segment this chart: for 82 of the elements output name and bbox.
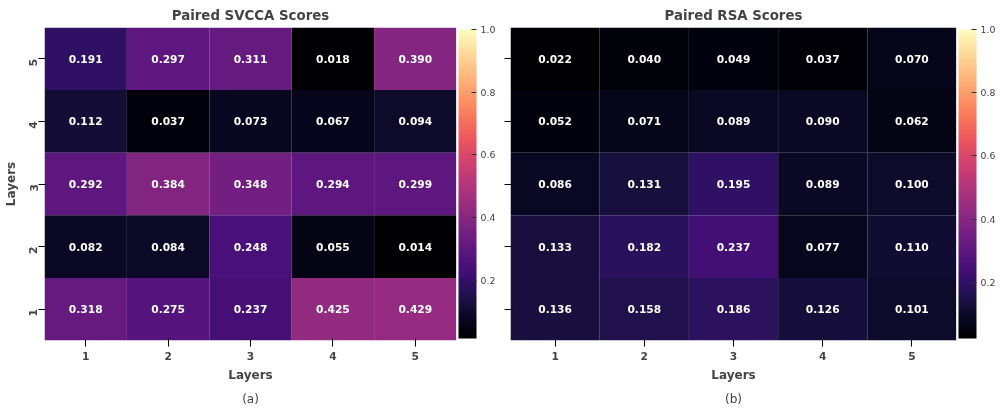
x-tick-label: 5 xyxy=(908,349,916,363)
y-tick-label: 4 xyxy=(27,121,41,129)
data-label: 0.077 xyxy=(805,240,840,254)
data-label: 0.126 xyxy=(805,303,840,317)
chart-title: Paired RSA Scores xyxy=(664,7,803,23)
data-label: 0.110 xyxy=(895,240,929,254)
x-tick-label: 3 xyxy=(729,349,738,363)
data-label: 0.071 xyxy=(627,115,662,129)
data-label: 0.425 xyxy=(316,303,350,317)
color-bar-label: 0.6 xyxy=(480,149,496,161)
data-label: 0.100 xyxy=(895,178,929,191)
data-label: 0.112 xyxy=(68,115,103,129)
data-label: 0.275 xyxy=(151,303,185,317)
color-bar-label: 1.0 xyxy=(480,24,496,35)
y-axis-title: Layers xyxy=(3,161,18,207)
color-bar-label: 1.0 xyxy=(980,24,996,35)
text: (b) xyxy=(725,391,742,406)
data-label: 0.049 xyxy=(716,52,751,66)
data-label: 0.429 xyxy=(398,303,433,317)
data-label: 0.073 xyxy=(233,115,268,129)
data-label: 0.191 xyxy=(68,52,103,66)
data-label: 0.101 xyxy=(895,303,929,317)
data-label: 0.311 xyxy=(233,52,268,66)
data-label: 0.022 xyxy=(538,52,572,66)
data-label: 0.248 xyxy=(233,240,268,254)
data-label: 0.086 xyxy=(538,178,572,191)
data-label: 0.133 xyxy=(538,240,572,254)
data-label: 0.131 xyxy=(627,178,662,191)
x-axis-title: Layers xyxy=(228,367,273,382)
data-label: 0.062 xyxy=(895,115,929,129)
chart-title: Paired SVCCA Scores xyxy=(171,7,330,23)
text: (a) xyxy=(242,391,259,406)
data-label: 0.055 xyxy=(316,240,350,254)
x-tick-label: 2 xyxy=(164,349,172,363)
data-label: 0.090 xyxy=(805,115,840,129)
data-label: 0.294 xyxy=(316,178,350,191)
y-tick-label: 1 xyxy=(27,309,41,317)
y-tick-label: 5 xyxy=(27,58,41,67)
data-label: 0.237 xyxy=(716,240,751,254)
x-tick-label: 4 xyxy=(329,349,337,363)
data-label: 0.318 xyxy=(68,303,103,317)
data-label: 0.348 xyxy=(233,178,268,191)
data-label: 0.084 xyxy=(151,240,185,254)
color-bar-label: 0.8 xyxy=(980,87,996,99)
data-label: 0.037 xyxy=(805,52,840,66)
data-label: 0.089 xyxy=(716,115,751,129)
data-label: 0.089 xyxy=(805,178,840,191)
data-label: 0.067 xyxy=(316,115,350,129)
data-label: 0.070 xyxy=(895,52,929,66)
data-label: 0.182 xyxy=(627,240,662,254)
x-tick-label: 4 xyxy=(818,349,827,363)
data-label: 0.158 xyxy=(627,303,662,317)
color-bar-label: 0.2 xyxy=(980,276,996,288)
data-label: 0.040 xyxy=(627,52,662,66)
data-label: 0.292 xyxy=(68,178,103,191)
data-label: 0.037 xyxy=(151,115,185,129)
y-tick-label: 3 xyxy=(27,183,41,192)
data-label: 0.390 xyxy=(398,52,433,66)
data-label: 0.136 xyxy=(538,303,572,317)
data-label: 0.299 xyxy=(398,178,433,191)
x-axis-title: Layers xyxy=(711,367,756,382)
x-tick-label: 1 xyxy=(81,349,90,363)
data-label: 0.082 xyxy=(68,240,103,254)
x-tick-label: 3 xyxy=(246,349,255,363)
data-label: 0.094 xyxy=(398,115,433,129)
color-bar-label: 0.4 xyxy=(980,213,996,225)
x-tick-label: 1 xyxy=(551,349,559,363)
color-bar-label: 0.4 xyxy=(480,212,496,224)
color-bar-label: 0.2 xyxy=(480,274,496,286)
data-label: 0.195 xyxy=(716,178,751,191)
data-label: 0.018 xyxy=(316,52,350,66)
data-label: 0.384 xyxy=(151,178,185,191)
data-label: 0.186 xyxy=(716,303,751,317)
data-label: 0.052 xyxy=(538,115,572,129)
y-tick-label: 2 xyxy=(27,246,41,255)
x-tick-label: 5 xyxy=(411,349,420,363)
data-label: 0.014 xyxy=(398,240,433,254)
color-bar-label: 0.6 xyxy=(980,150,996,162)
x-tick-label: 2 xyxy=(640,349,649,363)
color-bar-label: 0.8 xyxy=(480,86,496,98)
data-label: 0.297 xyxy=(151,52,185,66)
data-label: 0.237 xyxy=(233,303,268,317)
